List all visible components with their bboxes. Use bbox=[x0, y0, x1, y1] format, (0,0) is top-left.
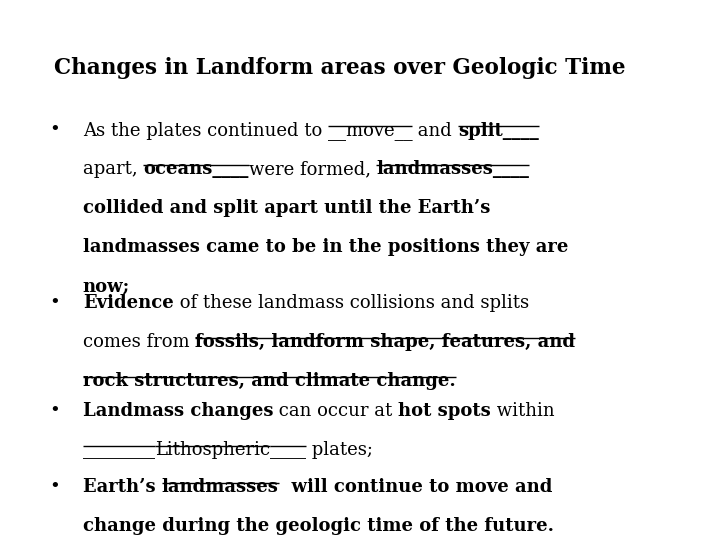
Text: fossils, landform shape, features, and: fossils, landform shape, features, and bbox=[195, 333, 575, 351]
Text: oceans____: oceans____ bbox=[143, 160, 248, 178]
Text: Changes in Landform areas over Geologic Time: Changes in Landform areas over Geologic … bbox=[54, 57, 626, 79]
Text: comes from: comes from bbox=[83, 333, 195, 351]
Text: split____: split____ bbox=[458, 122, 539, 139]
Text: •: • bbox=[49, 402, 60, 420]
Text: change during the geologic time of the future.: change during the geologic time of the f… bbox=[83, 517, 554, 535]
Text: ____: ____ bbox=[270, 441, 306, 459]
Text: landmasses: landmasses bbox=[162, 478, 279, 496]
Text: and: and bbox=[413, 122, 458, 139]
Text: •: • bbox=[49, 478, 60, 496]
Text: plates;: plates; bbox=[306, 441, 373, 459]
Text: landmasses came to be in the positions they are: landmasses came to be in the positions t… bbox=[83, 238, 568, 256]
Text: Landmass changes: Landmass changes bbox=[83, 402, 274, 420]
Text: rock structures, and climate change.: rock structures, and climate change. bbox=[83, 372, 456, 390]
Text: __move__: __move__ bbox=[328, 122, 413, 139]
Text: were formed,: were formed, bbox=[248, 160, 377, 178]
Text: collided and split apart until the Earth’s: collided and split apart until the Earth… bbox=[83, 199, 490, 217]
Text: •: • bbox=[49, 122, 60, 139]
Text: Evidence: Evidence bbox=[83, 294, 174, 312]
Text: Lithospheric: Lithospheric bbox=[155, 441, 270, 459]
Text: of these landmass collisions and splits: of these landmass collisions and splits bbox=[174, 294, 528, 312]
Text: apart,: apart, bbox=[83, 160, 143, 178]
Text: now;: now; bbox=[83, 277, 130, 295]
Text: landmasses____: landmasses____ bbox=[377, 160, 529, 178]
Text: ________: ________ bbox=[83, 441, 155, 459]
Text: within: within bbox=[491, 402, 554, 420]
Text: can occur at: can occur at bbox=[274, 402, 398, 420]
Text: will continue to move and: will continue to move and bbox=[279, 478, 552, 496]
Text: As the plates continued to: As the plates continued to bbox=[83, 122, 328, 139]
Text: •: • bbox=[49, 294, 60, 312]
Text: Earth’s: Earth’s bbox=[83, 478, 162, 496]
Text: hot spots: hot spots bbox=[398, 402, 491, 420]
